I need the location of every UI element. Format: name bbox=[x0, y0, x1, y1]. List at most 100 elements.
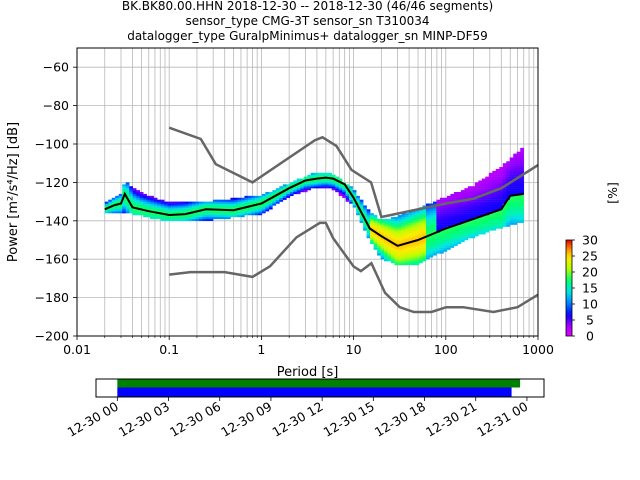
timeline-tick-label: 12-30 15 bbox=[321, 399, 377, 440]
ppsd-cell bbox=[453, 215, 458, 218]
ppsd-cell bbox=[481, 228, 486, 231]
ppsd-cell bbox=[516, 207, 521, 210]
ppsd-cell bbox=[432, 240, 437, 243]
ppsd-cell bbox=[474, 234, 479, 237]
ppsd-cell bbox=[349, 188, 353, 191]
ppsd-cell bbox=[380, 228, 385, 231]
ppsd-cell bbox=[474, 205, 479, 208]
y-axis-label: Power [m²/s⁴/Hz] [dB] bbox=[6, 122, 21, 262]
ppsd-cell bbox=[104, 201, 109, 204]
ppsd-cell bbox=[415, 259, 420, 262]
x-tick-label: 1 bbox=[257, 342, 265, 357]
ppsd-cell bbox=[509, 161, 514, 164]
ppsd-cell bbox=[380, 245, 385, 248]
ppsd-cell bbox=[488, 213, 493, 216]
ppsd-cell bbox=[219, 205, 224, 208]
ppsd-cell bbox=[457, 226, 462, 229]
ppsd-cell bbox=[425, 257, 430, 260]
ppsd-cell bbox=[268, 195, 273, 198]
ppsd-cell bbox=[226, 215, 231, 218]
ppsd-cell bbox=[499, 168, 504, 172]
ppsd-cell bbox=[516, 178, 521, 181]
ppsd-cell bbox=[411, 230, 416, 233]
ppsd-cell bbox=[398, 236, 402, 239]
ppsd-cell bbox=[450, 220, 455, 223]
ppsd-cell bbox=[481, 201, 486, 204]
ppsd-cell bbox=[398, 226, 402, 229]
ppsd-cell bbox=[509, 174, 514, 177]
ppsd-cell bbox=[509, 176, 514, 179]
ppsd-cell bbox=[509, 186, 514, 189]
ppsd-cell bbox=[391, 247, 395, 250]
ppsd-cell bbox=[370, 218, 374, 221]
ppsd-cell bbox=[467, 190, 472, 193]
ppsd-cell bbox=[366, 230, 371, 233]
ppsd-cell bbox=[366, 234, 371, 237]
ppsd-cell bbox=[408, 228, 413, 231]
ppsd-cell bbox=[457, 238, 462, 241]
ppsd-cell bbox=[391, 236, 395, 239]
ppsd-cell bbox=[394, 238, 399, 241]
ppsd-cell bbox=[331, 180, 336, 183]
ppsd-cell bbox=[380, 238, 385, 241]
ppsd-cell bbox=[391, 251, 395, 254]
ppsd-cell bbox=[359, 203, 364, 206]
ppsd-cell bbox=[481, 186, 486, 189]
ppsd-cell bbox=[394, 236, 399, 239]
ppsd-cell bbox=[488, 186, 493, 189]
ppsd-cell bbox=[132, 209, 137, 212]
ppsd-cell bbox=[108, 211, 113, 214]
ppsd-cell bbox=[307, 176, 312, 179]
ppsd-cell bbox=[401, 245, 406, 248]
ppsd-cell bbox=[132, 195, 137, 198]
ppsd-cell bbox=[157, 207, 161, 210]
ppsd-cell bbox=[485, 178, 490, 181]
ppsd-cell bbox=[411, 213, 416, 216]
ppsd-cell bbox=[471, 236, 476, 239]
ppsd-cell bbox=[261, 195, 266, 198]
ppsd-cell bbox=[324, 186, 329, 189]
ppsd-cell bbox=[443, 249, 448, 252]
ppsd-cell bbox=[125, 192, 130, 195]
ppsd-cell bbox=[296, 190, 301, 193]
ppsd-cell bbox=[492, 218, 497, 221]
ppsd-cell bbox=[467, 209, 472, 212]
ppsd-cell bbox=[429, 213, 434, 216]
ppsd-cell bbox=[310, 176, 315, 179]
ppsd-cell bbox=[143, 213, 147, 216]
ppsd-cell bbox=[516, 220, 521, 223]
ppsd-cell bbox=[391, 249, 395, 252]
ppsd-cell bbox=[286, 190, 291, 193]
ppsd-cell bbox=[174, 211, 179, 214]
ppsd-cell bbox=[520, 161, 525, 164]
ppsd-cell bbox=[153, 215, 158, 218]
ppsd-cell bbox=[439, 240, 444, 243]
ppsd-cell bbox=[387, 234, 392, 237]
ppsd-cell bbox=[401, 253, 406, 256]
ppsd-cell bbox=[247, 213, 252, 216]
ppsd-cell bbox=[349, 195, 353, 198]
ppsd-cell bbox=[432, 253, 437, 256]
ppsd-cell bbox=[446, 228, 451, 231]
ppsd-cell bbox=[446, 215, 451, 218]
ppsd-cell bbox=[488, 174, 493, 177]
ppsd-cell bbox=[411, 238, 416, 241]
ppsd-cell bbox=[345, 199, 350, 202]
ppsd-cell bbox=[279, 197, 284, 200]
ppsd-cell bbox=[499, 176, 504, 179]
ppsd-cell bbox=[485, 211, 490, 214]
ppsd-cell bbox=[258, 199, 263, 202]
ppsd-cell bbox=[164, 201, 168, 204]
ppsd-cell bbox=[384, 232, 388, 235]
ppsd-cell bbox=[317, 182, 322, 185]
ppsd-cell bbox=[230, 213, 235, 216]
ppsd-cell bbox=[495, 218, 500, 221]
ppsd-cell bbox=[429, 224, 434, 227]
ppsd-cell bbox=[143, 215, 147, 218]
ppsd-cell bbox=[244, 197, 249, 200]
ppsd-cell bbox=[422, 228, 427, 231]
ppsd-cell bbox=[230, 199, 235, 202]
ppsd-cell bbox=[446, 232, 451, 235]
ppsd-cell bbox=[425, 230, 430, 233]
ppsd-cell bbox=[226, 216, 231, 220]
